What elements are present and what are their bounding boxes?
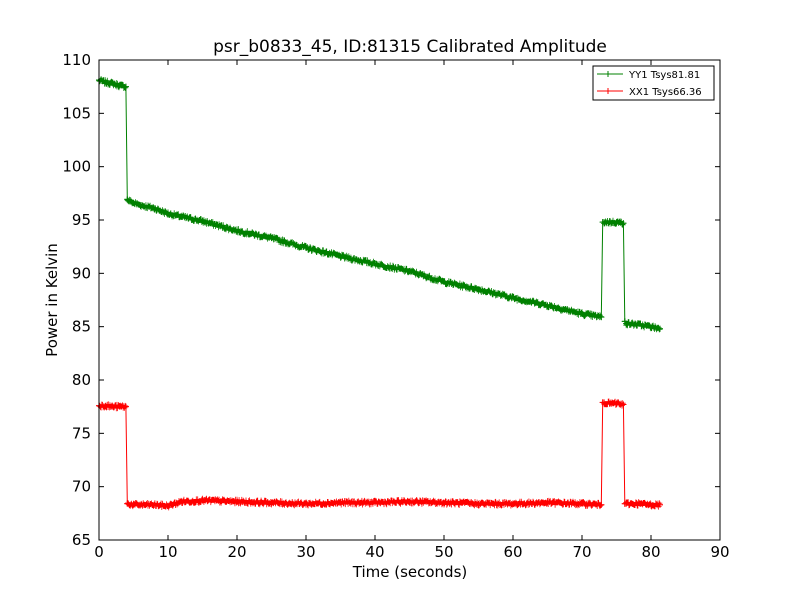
- data-point-xx1: [579, 500, 585, 507]
- x-tick-label: 60: [503, 543, 522, 561]
- data-point-xx1: [199, 497, 206, 504]
- y-tick-label: 100: [62, 158, 91, 176]
- data-point-xx1: [234, 498, 240, 505]
- data-point-yy1: [102, 79, 109, 86]
- y-tick-label: 65: [72, 531, 91, 549]
- legend-marker-yy1: [605, 71, 611, 77]
- plot-frame: [98, 59, 721, 541]
- data-point-xx1: [510, 500, 516, 507]
- data-point-yy1: [648, 323, 654, 330]
- legend-label-yy1: YY1 Tsys81.81: [628, 70, 700, 81]
- data-point-yy1: [372, 260, 378, 267]
- data-point-xx1: [656, 501, 663, 508]
- y-tick-label: 95: [72, 211, 91, 229]
- data-point-xx1: [634, 500, 641, 507]
- data-point-xx1: [598, 501, 605, 508]
- data-point-xx1: [648, 501, 654, 508]
- y-tick-label: 85: [72, 318, 91, 336]
- x-tick-label: 70: [572, 543, 591, 561]
- x-axis-label: Time (seconds): [352, 563, 468, 581]
- data-point-yy1: [109, 80, 116, 87]
- data-point-xx1: [544, 499, 551, 506]
- data-point-yy1: [122, 83, 129, 90]
- data-point-yy1: [337, 253, 344, 260]
- data-point-xx1: [102, 402, 109, 409]
- data-point-yy1: [623, 320, 630, 327]
- x-tick-label: 80: [641, 543, 660, 561]
- data-point-xx1: [441, 499, 447, 506]
- data-point-yy1: [137, 202, 144, 209]
- data-point-yy1: [601, 219, 608, 226]
- data-point-xx1: [620, 401, 627, 408]
- data-point-xx1: [165, 502, 171, 509]
- data-point-xx1: [372, 499, 378, 506]
- data-point-yy1: [579, 310, 585, 317]
- data-point-yy1: [475, 286, 482, 293]
- plot-lines: [96, 76, 663, 511]
- data-point-yy1: [268, 235, 275, 242]
- data-point-yy1: [613, 219, 620, 226]
- data-point-yy1: [303, 244, 309, 251]
- chart-title: psr_b0833_45, ID:81315 Calibrated Amplit…: [213, 37, 607, 57]
- y-tick-label: 80: [72, 371, 91, 389]
- data-point-yy1: [199, 218, 206, 225]
- series-markers-xx1: [96, 398, 663, 511]
- x-tick-label: 10: [158, 543, 177, 561]
- y-tick-label: 90: [72, 264, 91, 282]
- data-point-xx1: [406, 498, 413, 505]
- data-point-xx1: [268, 499, 275, 506]
- axis-ticks: 0 10 20 30 40 50 60 70 80 90 65 70 75 80 85 90 95 100 105 1…: [62, 51, 729, 561]
- y-tick-label: 70: [72, 478, 91, 496]
- y-axis-label: Power in Kelvin: [43, 243, 61, 357]
- data-point-yy1: [620, 220, 627, 227]
- data-point-xx1: [109, 403, 116, 410]
- data-point-yy1: [406, 268, 413, 275]
- data-point-yy1: [234, 227, 240, 234]
- data-point-xx1: [623, 500, 630, 507]
- data-point-yy1: [441, 278, 447, 285]
- data-point-yy1: [598, 314, 605, 321]
- data-point-xx1: [151, 501, 158, 508]
- legend-box: [592, 65, 715, 101]
- data-point-xx1: [124, 500, 131, 507]
- data-point-xx1: [337, 499, 344, 506]
- x-tick-label: 40: [365, 543, 384, 561]
- legend-marker-xx1: [605, 88, 611, 94]
- data-point-yy1: [124, 196, 131, 203]
- data-point-yy1: [165, 210, 171, 217]
- data-point-yy1: [544, 302, 551, 309]
- data-point-yy1: [151, 205, 158, 212]
- data-point-xx1: [116, 403, 123, 410]
- data-point-xx1: [613, 400, 620, 407]
- data-point-yy1: [510, 294, 516, 301]
- data-point-xx1: [601, 399, 608, 406]
- x-tick-label: 90: [710, 543, 729, 561]
- data-point-yy1: [116, 82, 123, 89]
- series-markers-yy1: [96, 76, 663, 333]
- series-line-xx1: [98, 400, 661, 509]
- data-point-yy1: [606, 219, 613, 226]
- data-point-xx1: [303, 500, 309, 507]
- data-point-xx1: [130, 501, 137, 508]
- data-point-yy1: [130, 199, 137, 206]
- series-line-yy1: [98, 77, 661, 331]
- y-tick-label: 105: [62, 104, 91, 122]
- y-tick-label: 75: [72, 424, 91, 442]
- data-point-xx1: [122, 403, 129, 410]
- x-tick-label: 30: [296, 543, 315, 561]
- legend-label-xx1: XX1 Tsys66.36: [629, 87, 702, 98]
- data-point-yy1: [178, 213, 185, 220]
- x-tick-label: 0: [94, 543, 104, 561]
- data-point-xx1: [178, 498, 185, 505]
- x-tick-label: 20: [227, 543, 246, 561]
- data-point-yy1: [634, 321, 641, 328]
- y-tick-label: 110: [62, 51, 91, 69]
- data-point-xx1: [475, 500, 482, 507]
- x-tick-label: 50: [434, 543, 453, 561]
- data-point-xx1: [606, 400, 613, 407]
- data-point-yy1: [656, 325, 663, 332]
- legend: YY1 Tsys81.81 XX1 Tsys66.36: [592, 65, 715, 101]
